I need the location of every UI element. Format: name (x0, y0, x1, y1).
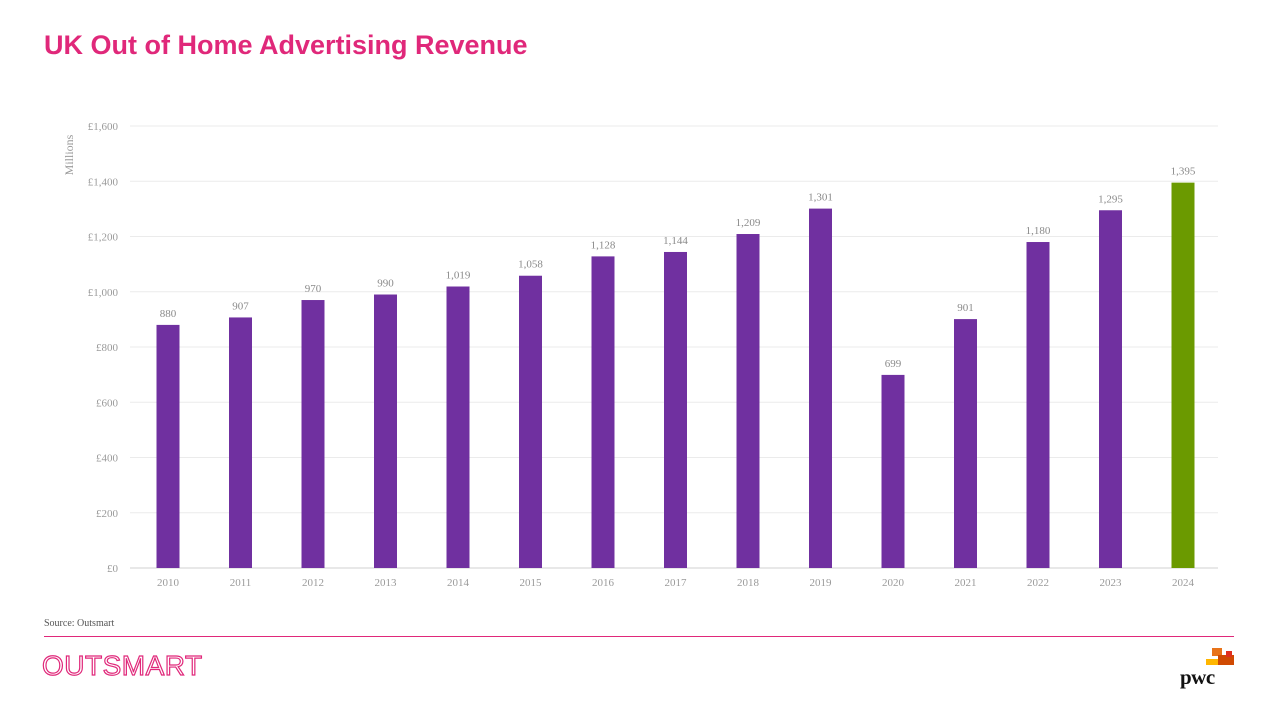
y-axis-ticks: £0 £200 £400 £600 £800 £1,000 £1,200 £1,400 £1,6… (88, 121, 119, 575)
data-label-2024: 1,395 (1171, 166, 1196, 178)
bar-2015 (519, 275, 542, 568)
data-label-2018: 1,209 (736, 217, 761, 229)
bar-2016 (591, 256, 615, 568)
y-tick-label: £1,400 (88, 176, 119, 188)
bar-2011 (229, 317, 252, 568)
x-tick-label: 2018 (737, 577, 760, 589)
bar-2014 (446, 286, 470, 568)
bar-2019 (809, 208, 832, 568)
bar-2013 (374, 294, 397, 568)
y-axis-label: Millions (62, 134, 76, 175)
bar-2020 (881, 374, 905, 568)
x-tick-label: 2015 (520, 577, 543, 589)
data-label-2014: 1,019 (446, 270, 471, 282)
y-tick-label: £1,000 (88, 287, 119, 299)
bar-2012 (301, 300, 325, 568)
data-label-2023: 1,295 (1098, 193, 1123, 205)
data-label-2012: 970 (305, 283, 322, 295)
y-tick-label: £1,200 (88, 232, 119, 244)
data-label-2017: 1,144 (663, 235, 688, 247)
x-tick-label: 2014 (447, 577, 470, 589)
data-label-2013: 990 (377, 278, 394, 290)
data-label-2016: 1,128 (591, 239, 616, 251)
y-tick-label: £800 (96, 342, 119, 354)
y-tick-label: £200 (96, 508, 119, 520)
pwc-mark-icon (1206, 648, 1234, 665)
pwc-wordmark: pwc (1180, 665, 1215, 689)
y-tick-label: £600 (96, 397, 119, 409)
chart-title: UK Out of Home Advertising Revenue (44, 30, 528, 60)
data-label-2022: 1,180 (1026, 225, 1051, 237)
x-tick-label: 2019 (810, 577, 833, 589)
bar-2024 (1171, 182, 1195, 568)
data-label-2015: 1,058 (518, 259, 543, 271)
data-label-2021: 901 (957, 302, 974, 314)
bars (156, 182, 1195, 569)
x-tick-label: 2010 (157, 577, 180, 589)
x-tick-label: 2021 (955, 577, 977, 589)
bar-2018 (736, 234, 760, 569)
y-tick-label: £1,600 (88, 121, 119, 133)
source-note: Source: Outsmart (44, 618, 115, 629)
x-tick-label: 2016 (592, 577, 615, 589)
bar-2017 (664, 251, 687, 568)
x-axis-ticks: 2010 2011 2012 2013 2014 2015 2016 2017 2018 2019… (157, 577, 1195, 589)
bar-2022 (1026, 242, 1050, 568)
data-label-2019: 1,301 (808, 192, 833, 204)
x-tick-label: 2011 (230, 577, 252, 589)
y-tick-label: £400 (96, 453, 119, 465)
outsmart-logo: OUTSMART (41, 649, 203, 681)
bar-2023 (1099, 210, 1122, 568)
data-label-2020: 699 (885, 358, 902, 370)
data-labels: 880 907 970 990 1,019 1,058 1,128 1,144 1,209 1,3… (160, 166, 1196, 370)
bar-2010 (156, 324, 180, 568)
bar-2021 (954, 319, 977, 568)
x-tick-label: 2024 (1172, 577, 1195, 589)
data-label-2010: 880 (160, 308, 177, 320)
x-tick-label: 2013 (375, 577, 398, 589)
x-tick-label: 2012 (302, 577, 324, 589)
y-tick-label: £0 (107, 563, 119, 575)
x-tick-label: 2020 (882, 577, 905, 589)
data-label-2011: 907 (232, 300, 249, 312)
pwc-logo: pwc (1176, 645, 1236, 693)
x-tick-label: 2023 (1100, 577, 1123, 589)
footer-divider (44, 636, 1234, 637)
x-tick-label: 2017 (665, 577, 688, 589)
x-tick-label: 2022 (1027, 577, 1049, 589)
